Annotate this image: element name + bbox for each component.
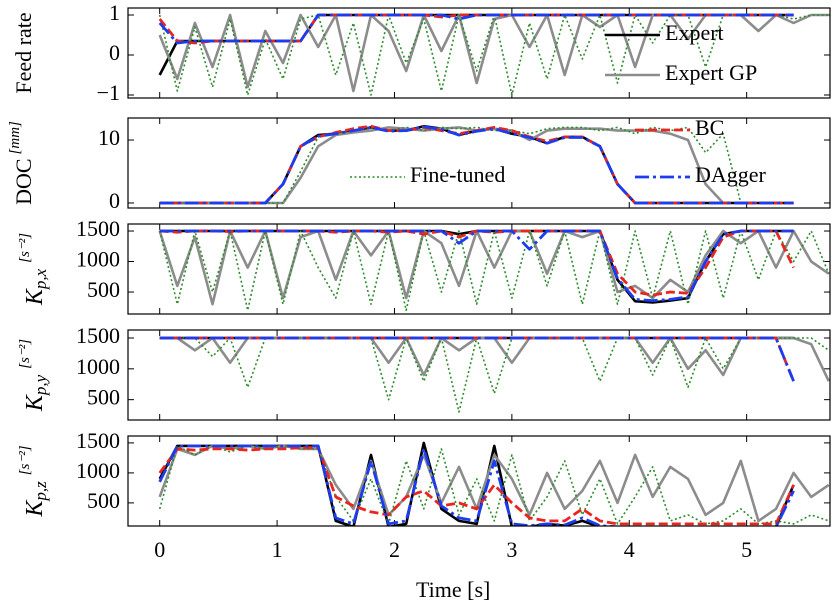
- series-line: [159, 336, 830, 382]
- legend-label: BC: [695, 115, 724, 140]
- series-line: [158, 445, 830, 525]
- y-label-unit: [s⁻²]: [17, 445, 33, 475]
- axes-frame: [127, 329, 831, 421]
- plot-area: [159, 124, 794, 205]
- series-line: [158, 229, 830, 306]
- plot-area: [159, 336, 830, 413]
- x-tick-label: 4: [624, 537, 635, 562]
- y-label-text: Feed rate: [11, 12, 36, 93]
- x-tick-label: 1: [272, 537, 283, 562]
- series-line: [159, 337, 830, 413]
- series-line: [159, 229, 794, 304]
- series-line: [159, 336, 795, 382]
- y-label-unit: [s⁻²]: [17, 339, 33, 369]
- y-label-subscript: p,x: [31, 268, 50, 290]
- legend-label: DAgger: [695, 162, 767, 187]
- y-tick-label: −1: [97, 80, 120, 105]
- series-line: [158, 446, 795, 526]
- y-label-symbol: K: [22, 287, 48, 306]
- series-line: [159, 125, 794, 205]
- y-tick-label: 1500: [76, 323, 120, 348]
- y-axis-label: Kp,x [s⁻²]: [17, 233, 49, 306]
- axes-frame: [127, 223, 831, 315]
- y-tick-label: 1000: [76, 458, 120, 483]
- y-tick-label: 500: [87, 277, 120, 302]
- legend-label: Fine-tuned: [410, 162, 505, 187]
- y-label-subscript: p,z: [31, 481, 50, 502]
- y-tick-label: 1: [109, 0, 120, 25]
- y-label-text: DOC: [11, 158, 36, 204]
- y-tick-label: 1500: [76, 216, 120, 241]
- y-tick-label: 1000: [76, 354, 120, 379]
- axes-frame: [127, 7, 831, 99]
- series-line: [158, 230, 830, 312]
- y-axis-label: Kp,z [s⁻²]: [17, 445, 49, 517]
- y-label-unit: [s⁻²]: [17, 233, 33, 263]
- y-tick-label: 0: [109, 40, 120, 65]
- plot-area: [158, 229, 830, 312]
- x-axis-label: Time [s]: [416, 577, 490, 602]
- y-label-symbol: K: [22, 393, 48, 412]
- y-label-symbol: K: [22, 499, 48, 518]
- legend-label: Expert GP: [665, 60, 757, 85]
- series-line: [159, 229, 794, 302]
- plot-area: [158, 13, 829, 96]
- y-tick-label: 0: [109, 188, 120, 213]
- y-axis-label: Kp,y [s⁻²]: [17, 339, 49, 412]
- y-tick-label: 1500: [76, 428, 120, 453]
- series-line: [158, 441, 795, 526]
- y-tick-label: 10: [98, 125, 120, 150]
- y-label-subscript: p,y: [31, 374, 50, 396]
- x-tick-label: 3: [506, 537, 517, 562]
- x-tick-label: 2: [389, 537, 400, 562]
- legend-label: Expert: [665, 20, 724, 45]
- y-tick-label: 500: [87, 385, 120, 410]
- y-tick-label: 500: [87, 488, 120, 513]
- x-tick-label: 5: [741, 537, 752, 562]
- series-line: [158, 444, 795, 526]
- axes-frame: [127, 117, 831, 209]
- axes-frame: [127, 435, 831, 527]
- y-axis-label: Feed rate: [11, 12, 36, 93]
- y-label-unit: [mm]: [7, 121, 23, 155]
- x-tick-label: 0: [154, 537, 165, 562]
- y-axis-label: DOC [mm]: [7, 121, 36, 205]
- y-tick-label: 1000: [76, 247, 120, 272]
- plot-area: [158, 441, 830, 526]
- series-line: [158, 444, 830, 523]
- series-line: [158, 13, 794, 45]
